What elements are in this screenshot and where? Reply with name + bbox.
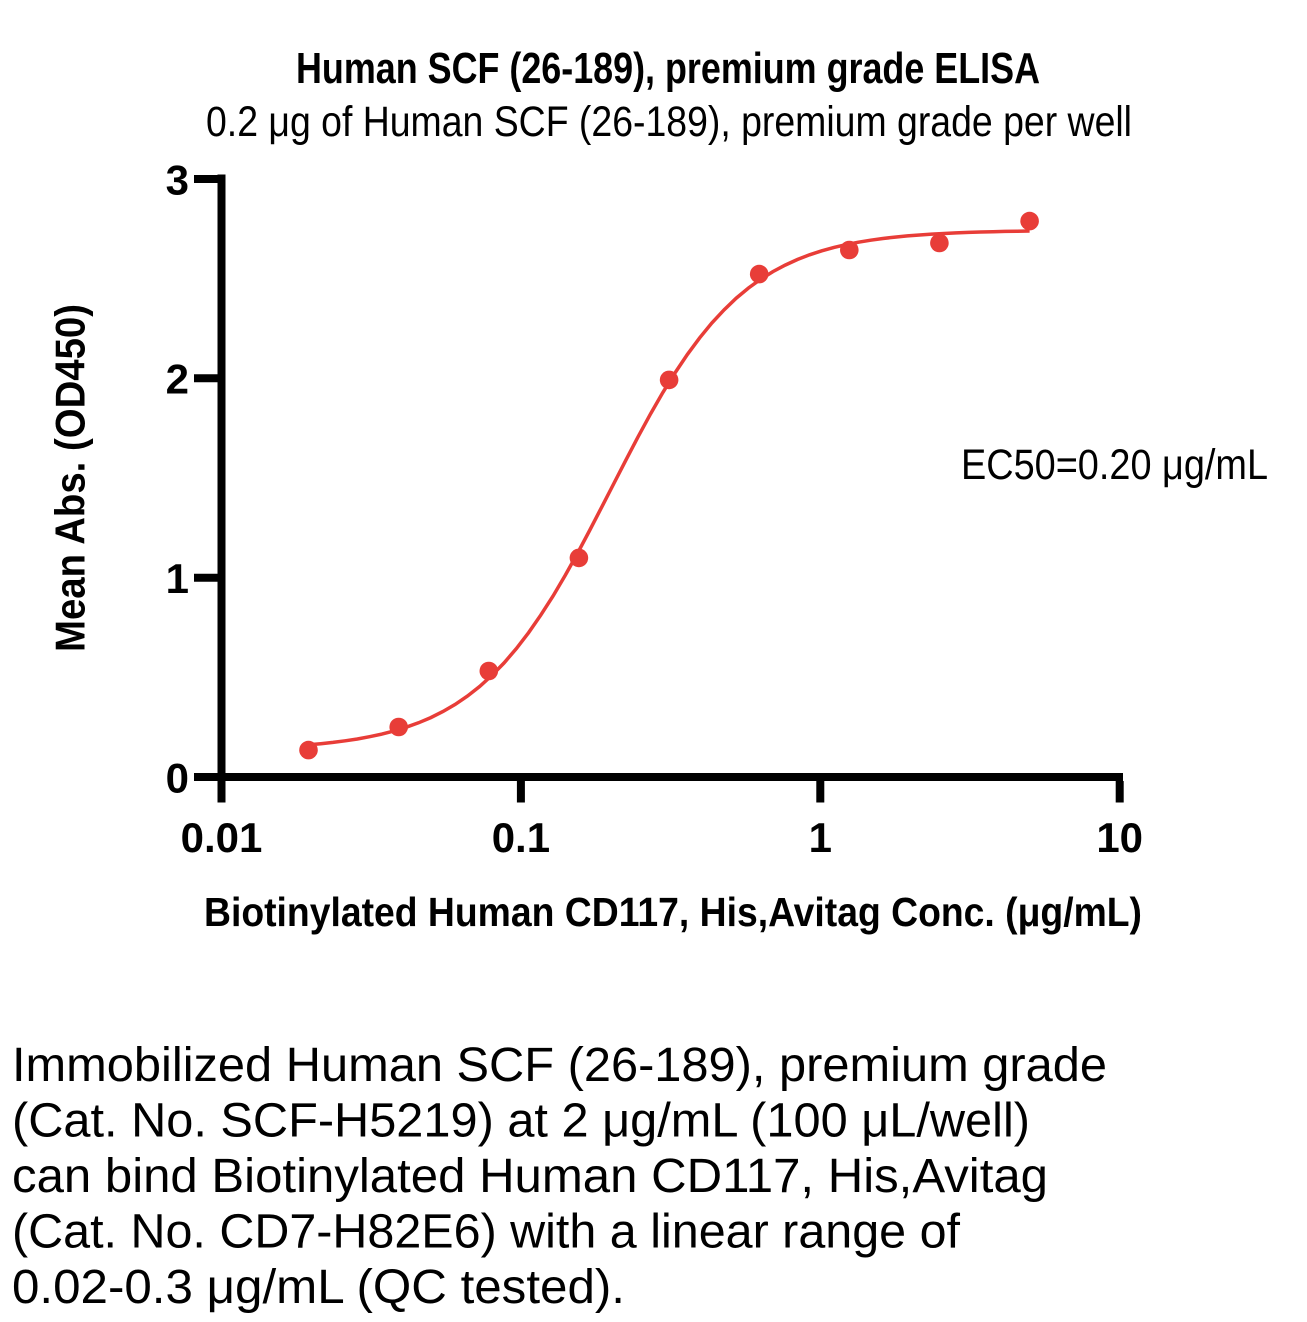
svg-text:0.2 μg of Human SCF (26-189),: 0.2 μg of Human SCF (26-189), premium gr…: [206, 98, 1132, 146]
svg-text:1: 1: [809, 814, 832, 861]
svg-text:Biotinylated Human CD117, His,: Biotinylated Human CD117, His,Avitag Con…: [204, 889, 1142, 935]
svg-text:2: 2: [166, 356, 189, 403]
svg-text:EC50=0.20 μg/mL: EC50=0.20 μg/mL: [961, 441, 1268, 489]
svg-text:Human SCF (26-189), premium gr: Human SCF (26-189), premium grade ELISA: [296, 44, 1040, 93]
svg-text:Immobilized Human SCF (26-189): Immobilized Human SCF (26-189), premium …: [12, 1039, 1107, 1092]
svg-text:0.1: 0.1: [492, 814, 550, 861]
svg-text:can bind Biotinylated Human CD: can bind Biotinylated Human CD117, His,A…: [12, 1150, 1048, 1203]
svg-text:0: 0: [166, 754, 189, 801]
svg-text:0.01: 0.01: [181, 814, 263, 861]
svg-text:(Cat. No. CD7-H82E6) with a li: (Cat. No. CD7-H82E6) with a linear range…: [12, 1206, 961, 1259]
svg-text:3: 3: [166, 156, 189, 203]
svg-text:0.02-0.3 μg/mL (QC tested).: 0.02-0.3 μg/mL (QC tested).: [12, 1261, 625, 1314]
svg-text:10: 10: [1096, 814, 1143, 861]
svg-text:(Cat. No. SCF-H5219) at 2 μg/m: (Cat. No. SCF-H5219) at 2 μg/mL (100 μL/…: [12, 1095, 1030, 1148]
svg-text:1: 1: [166, 555, 189, 602]
svg-text:Mean Abs. (OD450): Mean Abs. (OD450): [47, 304, 94, 652]
